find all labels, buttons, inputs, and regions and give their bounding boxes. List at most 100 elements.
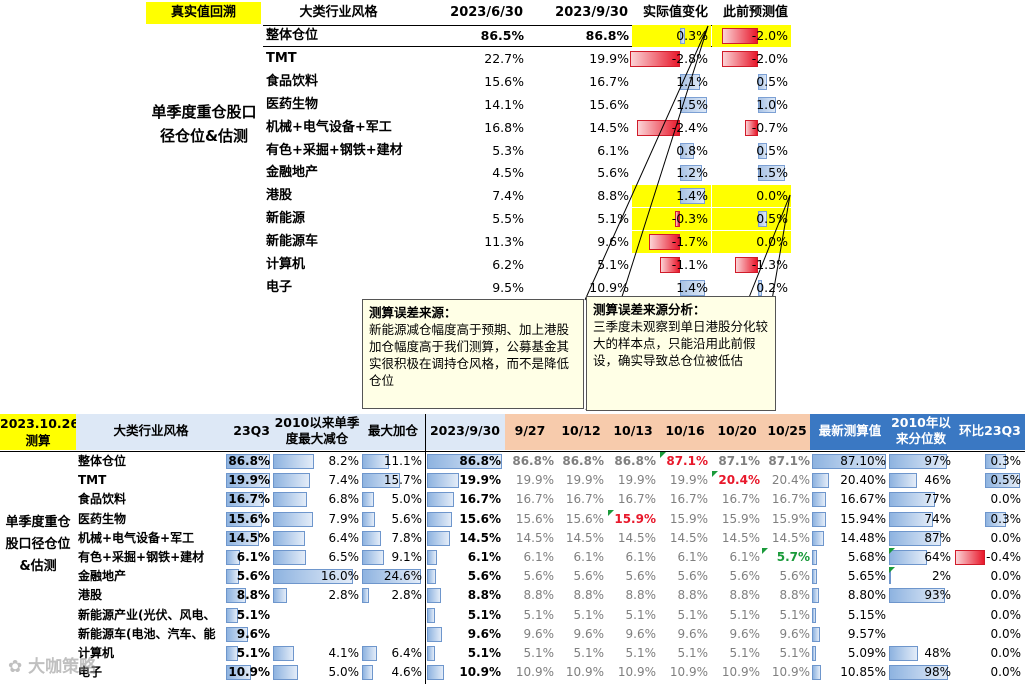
bottom-930-bar: [427, 665, 445, 681]
bottom-pct-value: 46%: [924, 473, 951, 488]
bottom-latest-value: 87.10%: [840, 454, 886, 468]
bottom-dec-bar: [273, 492, 307, 508]
top-header-0: 大类行业风格: [299, 5, 378, 20]
top-row-name: 医药生物: [266, 96, 319, 112]
bottom-day-value: 19.9%: [669, 473, 708, 488]
bottom-header-bg-dates: [505, 414, 810, 450]
bottom-day-value: 5.1%: [625, 607, 657, 622]
bottom-mom-cell: 0.5%: [955, 471, 1023, 490]
bottom-q3-cell: 9.6%: [226, 625, 272, 644]
note1-title: 测算误差来源：: [369, 305, 457, 320]
bottom-pct-cell: 77%: [889, 490, 953, 509]
green-marker: [762, 548, 768, 554]
bottom-latest-value: 16.67%: [840, 492, 886, 507]
bottom-day-value: 15.9%: [721, 511, 760, 526]
top-row-630: 6.2%: [492, 257, 524, 272]
bottom-latest-value: 8.80%: [847, 588, 886, 603]
top-pred-value: 1.0%: [756, 96, 788, 112]
bottom-q3-bar: [226, 454, 270, 469]
bottom-row-name: 新能源产业(光伏、风电、: [78, 607, 216, 622]
bottom-latest-value: 5.15%: [847, 607, 886, 622]
top-change-cell: 1.4%: [632, 185, 711, 208]
bottom-930-value: 16.7%: [459, 492, 501, 507]
bottom-day-value: 14.5%: [565, 530, 604, 545]
bottom-day-value: 9.6%: [729, 626, 761, 641]
bottom-day-value: 86.8%: [512, 454, 554, 468]
bottom-day-value: 5.6%: [523, 569, 555, 584]
bottom-latest-cell: 8.80%: [812, 586, 888, 605]
bottom-pct-bar: [889, 588, 945, 604]
bottom-day-value: 5.6%: [677, 569, 709, 584]
bottom-day-value: 8.8%: [779, 588, 811, 603]
bottom-day-value: 6.1%: [729, 550, 761, 564]
top-change-value: 1.2%: [676, 165, 708, 181]
bottom-day-value: 14.5%: [771, 530, 810, 545]
bottom-day-value: 8.8%: [677, 588, 709, 603]
bottom-day-value: 86.8%: [614, 454, 656, 468]
bottom-day-value: 5.1%: [729, 607, 761, 622]
bottom-mom-value: 0.0%: [990, 492, 1022, 507]
top-pred-value: 0.0%: [756, 234, 788, 250]
bottom-day-value: 10.9%: [771, 665, 810, 680]
bottom-pct-cell: 87%: [889, 529, 953, 548]
green-marker: [608, 509, 614, 516]
bottom-q3-bar: [226, 473, 270, 489]
bottom-q3-bar: [226, 665, 252, 681]
bottom-day-value: 10.9%: [669, 665, 708, 680]
bottom-pct-cell: 97%: [889, 452, 953, 471]
bottom-latest-value: 9.57%: [847, 626, 886, 641]
bottom-divider-1: [425, 414, 426, 684]
bottom-inc-cell: 6.4%: [362, 644, 424, 663]
bottom-pct-bar: [889, 665, 948, 681]
top-change-value: -1.1%: [671, 257, 708, 272]
bottom-mom-cell: 0.0%: [955, 644, 1023, 663]
bottom-mom-bar: [985, 473, 1020, 489]
bottom-day-value: 8.8%: [625, 588, 657, 603]
bottom-day-value: 8.8%: [729, 588, 761, 603]
top-row-name: 有色+采掘+钢铁+建材: [266, 142, 403, 158]
bottom-row-name: 金融地产: [78, 569, 127, 584]
bottom-dec-cell: 2.8%: [273, 586, 361, 605]
bottom-day-value: 87.1%: [666, 454, 708, 468]
bottom-q3-bar: [226, 511, 262, 527]
bottom-inc-value: 4.6%: [391, 665, 423, 680]
top-pred-cell: 0.0%: [712, 185, 791, 208]
bottom-day-value: 15.6%: [515, 511, 554, 526]
bottom-pct-cell: 74%: [889, 510, 953, 529]
top-side-label: 单季度重仓股口径仓位&估测: [151, 103, 257, 145]
bottom-q3-cell: 6.1%: [226, 548, 272, 567]
bottom-930-bar: [427, 646, 436, 661]
bottom-day-value: 10.9%: [721, 665, 760, 680]
top-change-cell: 0.3%: [632, 25, 711, 47]
bottom-pct-bar: [889, 511, 934, 527]
bottom-930-cell: 6.1%: [427, 548, 504, 567]
bottom-q3-cell: 8.8%: [226, 586, 272, 605]
bottom-day-value: 5.7%: [776, 550, 810, 564]
bottom-930-value: 10.9%: [459, 665, 501, 680]
top-change-value: -2.4%: [671, 119, 708, 135]
bottom-inc-value: 5.0%: [391, 492, 423, 507]
bottom-q3-bar: [226, 626, 249, 642]
bottom-dec-cell: 6.8%: [273, 490, 361, 509]
bottom-pct-bar: [889, 454, 948, 469]
bottom-latest-cell: 14.48%: [812, 529, 888, 548]
top-pred-cell: 0.5%: [712, 71, 791, 93]
top-change-cell: 1.2%: [632, 162, 711, 184]
bottom-pct-cell: 98%: [889, 663, 953, 682]
bottom-inc-bar: [362, 530, 381, 546]
bottom-dec-value: 2.8%: [328, 588, 360, 603]
bottom-mom-cell: 0.3%: [955, 510, 1023, 529]
bottom-inc-cell: 11.1%: [362, 452, 424, 471]
bottom-latest-cell: 87.10%: [812, 452, 888, 471]
top-row-630: 4.5%: [492, 165, 524, 181]
bottom-latest-bar: [812, 473, 830, 489]
note2-title: 测算误差来源分析：: [593, 302, 706, 317]
bottom-day-value: 10.9%: [515, 665, 554, 680]
bottom-header-bg-930: [425, 414, 505, 450]
top-row-name: 金融地产: [266, 165, 319, 181]
bottom-row-name: 计算机: [78, 646, 115, 660]
bottom-dec-bar: [273, 646, 294, 661]
bottom-day-value: 5.1%: [523, 646, 555, 660]
bottom-dec-value: 6.5%: [328, 550, 360, 564]
top-row-name: 电子: [266, 279, 293, 295]
